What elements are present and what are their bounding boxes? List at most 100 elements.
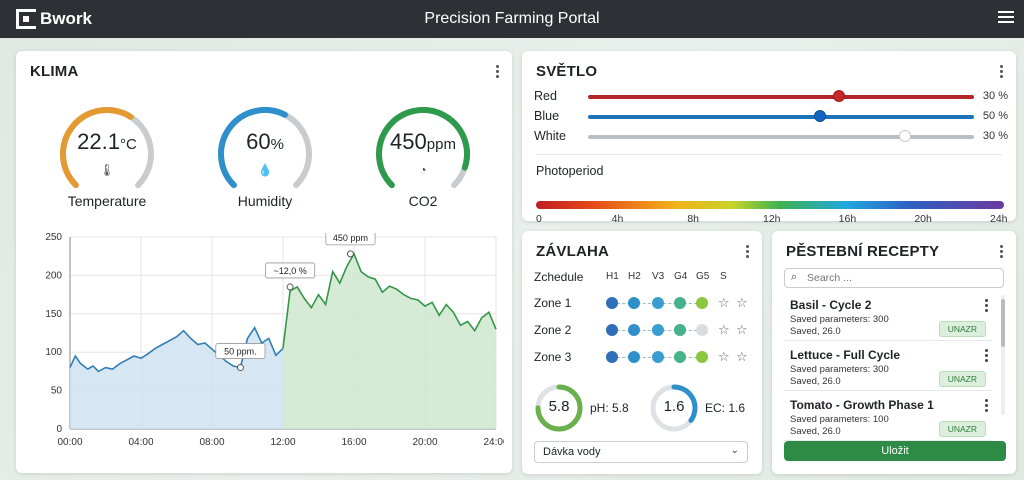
humidity-unit: % (270, 136, 284, 153)
klima-card: KLIMA 22.1°C 🌡 Temperature 60% 💧 Humidit… (16, 51, 512, 473)
star-icon[interactable]: ☆ (736, 349, 748, 364)
recipe-badge[interactable]: UNAZR (938, 321, 986, 337)
slider-percent: 30 % (982, 130, 1008, 142)
recipe-saved: Saved, 26.0 (790, 376, 841, 387)
slider-red[interactable]: Red 30 % (534, 87, 1008, 107)
recipe-badge[interactable]: UNAZR (938, 421, 986, 437)
slider-white[interactable]: White 30 % (534, 127, 1008, 147)
co2-value: 450 (390, 129, 427, 154)
slider-label: Red (534, 89, 557, 103)
star-icon[interactable]: ☆ (718, 295, 730, 310)
zone-dot[interactable] (606, 324, 618, 336)
slider-track[interactable] (588, 95, 974, 99)
water-drop-icon: 💧 (257, 163, 273, 177)
star-icon[interactable]: ☆ (718, 349, 730, 364)
slider-percent: 50 % (982, 110, 1008, 122)
zavlaha-card: ZÁVLAHA Zchedule H1 H2 V3 G4 G5 S Zone 1 ☆ ☆ Zon… (522, 231, 762, 474)
svetlo-title: SVĚTLO (536, 63, 598, 80)
zone-dot[interactable] (628, 351, 640, 363)
recipe-scrollbar[interactable] (1001, 295, 1005, 415)
co2-gauge: 450ppm ◔ (368, 99, 478, 209)
photoperiod-tick: 20h (914, 213, 932, 225)
slider-label: White (534, 129, 566, 143)
recipe-more-icon[interactable] (985, 399, 988, 414)
y-tick-label: 150 (45, 309, 62, 320)
x-tick-label: 16:00 (341, 437, 366, 448)
recipe-item[interactable]: Lettuce - Full Cycle Saved parameters: 30… (784, 345, 992, 391)
zone-dot[interactable] (652, 324, 664, 336)
star-icon[interactable]: ☆ (736, 295, 748, 310)
recipe-search-input[interactable] (784, 268, 1004, 288)
annotation-point (286, 283, 294, 291)
annotation-label: ~12,0 % (273, 266, 306, 276)
zone-dot[interactable] (606, 297, 618, 309)
ph-ring: 5.8 (534, 383, 584, 433)
zone-dot[interactable] (674, 297, 686, 309)
zone-dot[interactable] (696, 297, 708, 309)
photoperiod-tick: 8h (687, 213, 700, 225)
annotation-point (346, 250, 354, 258)
schedule-column-h2: H2 (628, 271, 641, 282)
slider-thumb[interactable] (898, 130, 911, 142)
zone-dot[interactable] (652, 351, 664, 363)
slider-track[interactable] (588, 135, 974, 139)
slider-blue[interactable]: Blue 50 % (534, 107, 1008, 127)
photoperiod-bar[interactable] (536, 201, 1004, 209)
recipe-item[interactable]: Basil - Cycle 2 Saved parameters: 300 Save… (784, 295, 992, 341)
zone-dot[interactable] (674, 351, 686, 363)
recipe-saved: Saved, 26.0 (790, 326, 841, 337)
chevron-down-icon: ⌄ (730, 445, 739, 456)
co2-unit: ppm (426, 136, 456, 153)
recipe-params: Saved parameters: 300 (790, 314, 889, 325)
ring-value: 5.8 (548, 398, 570, 415)
svetlo-card: SVĚTLO Red 30 % Blue 50 % White 30 % Photoper… (522, 51, 1016, 225)
annotation-box (215, 343, 266, 359)
logo[interactable]: Bwork (16, 9, 92, 29)
slider-thumb[interactable] (832, 90, 845, 102)
schedule-label: Zchedule (534, 270, 584, 284)
series-area-1 (283, 253, 496, 429)
zone-dot[interactable] (696, 324, 708, 336)
photoperiod-tick: 4h (611, 213, 624, 225)
recipe-item[interactable]: Tomato - Growth Phase 1 Saved parameters:… (784, 395, 992, 441)
zone-dot[interactable] (628, 324, 640, 336)
top-bar: Bwork Precision Farming Portal (0, 0, 1024, 38)
recipe-more-icon[interactable] (985, 299, 988, 314)
y-tick-label: 100 (45, 347, 62, 358)
x-tick-label: 24:00 (483, 437, 504, 448)
x-tick-label: 12:00 (270, 437, 295, 448)
recipe-badge[interactable]: UNAZR (938, 371, 986, 387)
recipe-more-icon[interactable] (985, 349, 988, 364)
klima-more-icon[interactable] (496, 65, 500, 79)
climate-chart[interactable]: 0 50 100 150 200 250 00:00 04:00 08:00 12:00 16:00… (24, 233, 504, 463)
recepty-title: PĚSTEBNÍ RECEPTY (786, 243, 940, 260)
save-button[interactable]: Uložit (784, 441, 1006, 461)
ec-ring: 1.6 (649, 383, 699, 433)
photoperiod-tick: 12h (763, 213, 781, 225)
annotation-point (236, 364, 244, 372)
zavlaha-more-icon[interactable] (746, 245, 750, 259)
recepty-more-icon[interactable] (1000, 245, 1004, 259)
y-tick-label: 250 (45, 233, 62, 243)
ring-fill (535, 384, 583, 432)
zone-dot[interactable] (628, 297, 640, 309)
x-tick-label: 20:00 (412, 437, 437, 448)
zone-dot[interactable] (674, 324, 686, 336)
zone-dot[interactable] (606, 351, 618, 363)
water-dose-select[interactable]: Dávka vody ⌄ (534, 441, 748, 463)
y-tick-label: 50 (51, 386, 63, 397)
hamburger-menu-icon[interactable] (998, 11, 1014, 25)
star-icon[interactable]: ☆ (718, 322, 730, 337)
slider-track[interactable] (588, 115, 974, 119)
zone-dot[interactable] (696, 351, 708, 363)
zone-dot[interactable] (652, 297, 664, 309)
star-icon[interactable]: ☆ (736, 322, 748, 337)
recipe-params: Saved parameters: 100 (790, 414, 889, 425)
photoperiod-tick: 16h (838, 213, 857, 225)
svetlo-more-icon[interactable] (1000, 65, 1004, 79)
ring-text: EC: 1.6 (705, 401, 746, 415)
gauge-fill (218, 107, 288, 189)
annotation-box (325, 233, 376, 246)
annotation-box (265, 262, 316, 279)
slider-thumb[interactable] (813, 110, 826, 122)
